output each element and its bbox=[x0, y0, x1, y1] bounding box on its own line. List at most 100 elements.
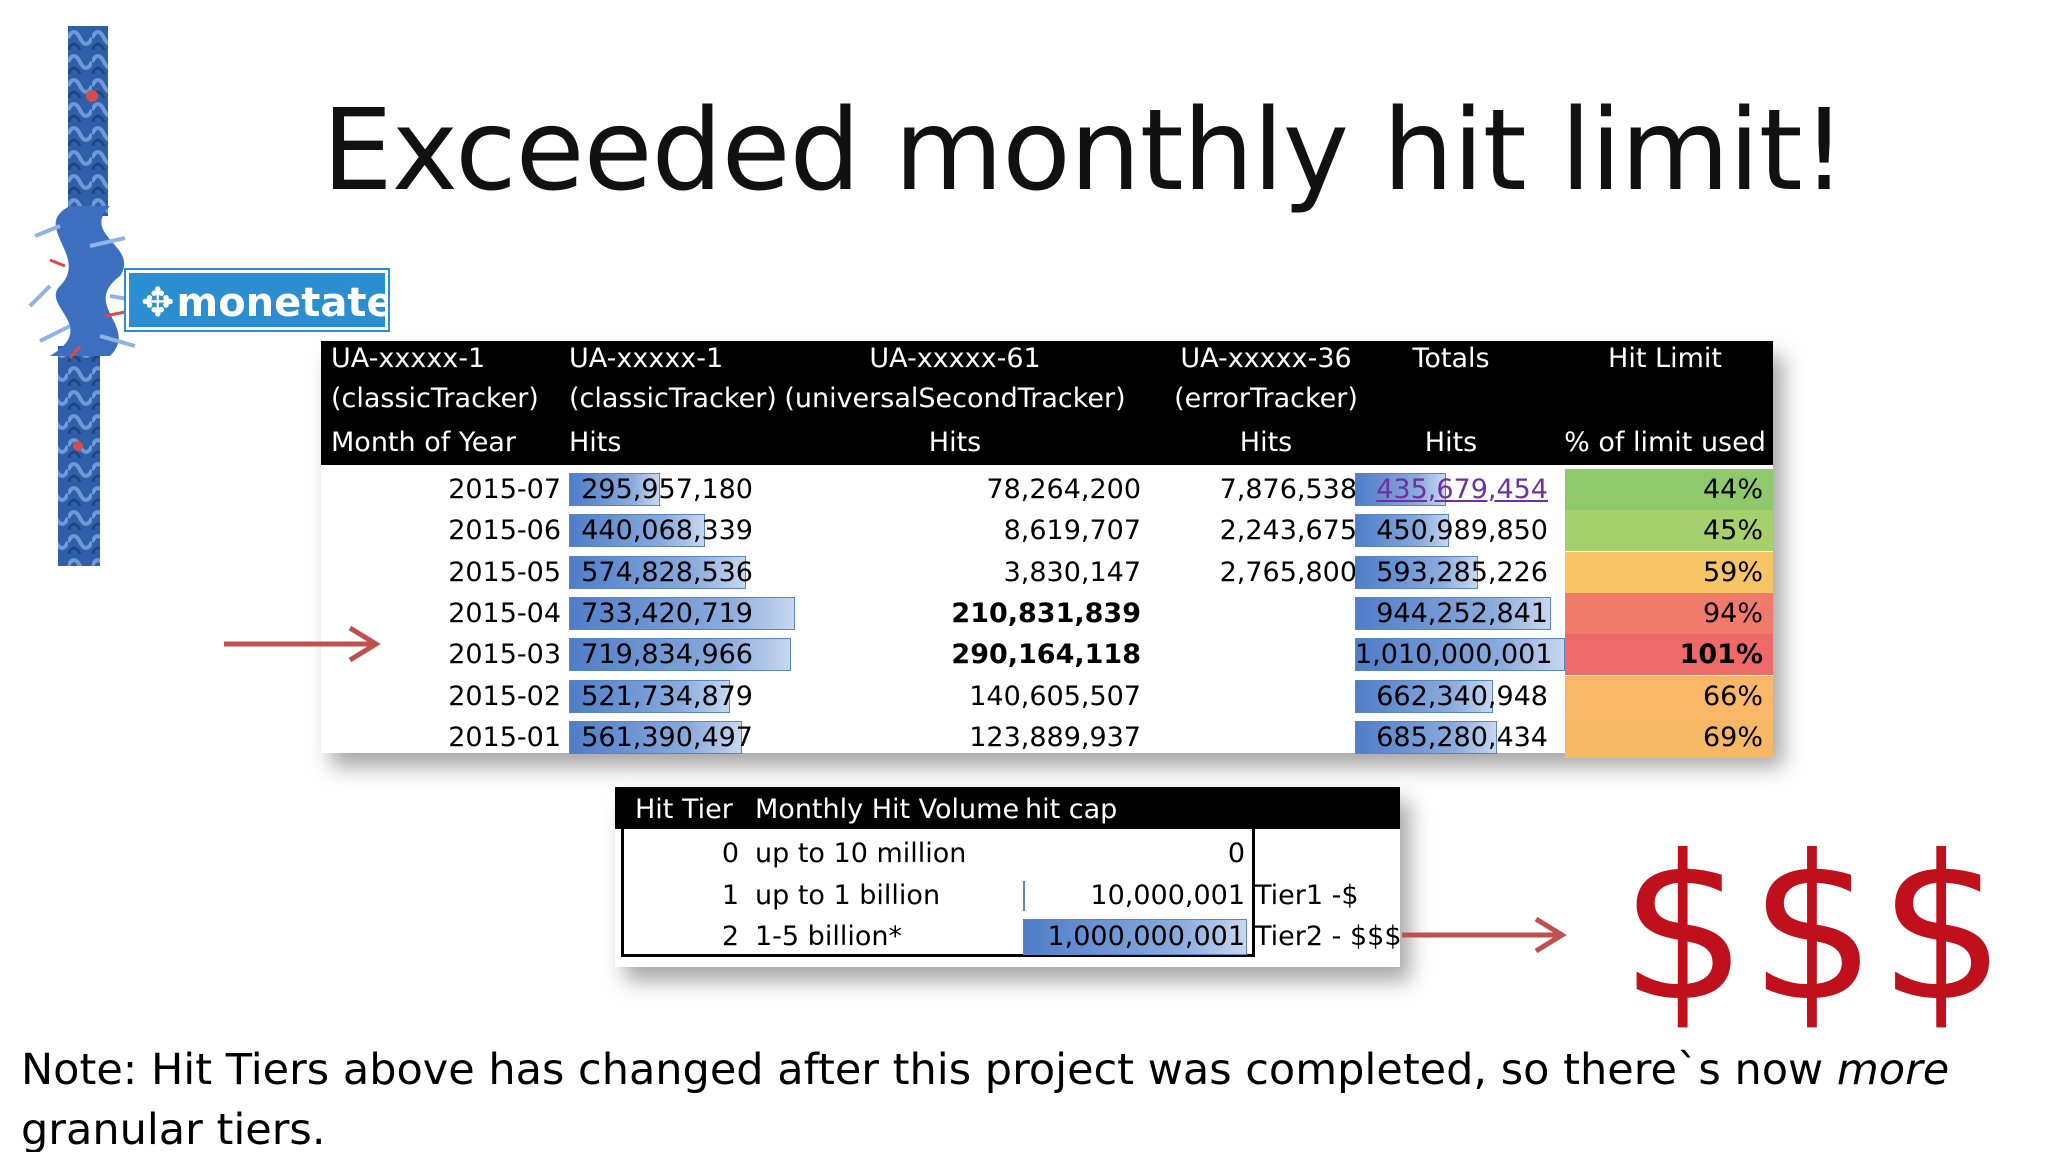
error-hits-cell: 2,765,800 bbox=[1219, 556, 1357, 588]
total-hits-cell: 662,340,948 bbox=[1355, 676, 1548, 717]
classic-hits-value: 561,390,497 bbox=[581, 721, 753, 753]
month-cell: 2015-06 bbox=[448, 515, 561, 547]
classic-hits-cell: 295,957,180 bbox=[569, 469, 753, 510]
classic-hits-value: 521,734,879 bbox=[581, 680, 753, 712]
arrow-right-icon bbox=[1402, 916, 1567, 954]
tier-volume: up to 10 million bbox=[755, 838, 967, 869]
data-bar bbox=[1355, 679, 1493, 713]
limit-used-cell: 59% bbox=[1565, 551, 1773, 593]
universal-hits-cell: 3,830,147 bbox=[1003, 556, 1141, 588]
hits-table-header: UA-xxxxx-1 (classicTracker) Month of Year U… bbox=[321, 341, 1773, 465]
column-header-line: Hits bbox=[928, 427, 982, 458]
note-text-after: granular tiers. bbox=[21, 1105, 326, 1152]
tier-row: 2 1-5 billion* 1,000,000,001 Tier2 - $$$ bbox=[615, 916, 1402, 957]
table-row: 2015-03 719,834,966 290,164,118 1,010,000,0… bbox=[321, 634, 1773, 676]
total-hits-value: 662,340,948 bbox=[1376, 680, 1548, 712]
classic-hits-value: 719,834,966 bbox=[581, 639, 753, 671]
error-hits-cell: 2,243,675 bbox=[1219, 515, 1357, 547]
month-cell: 2015-05 bbox=[448, 556, 561, 588]
month-cell: 2015-03 bbox=[448, 639, 561, 671]
tier-row: 1 up to 1 billion 10,000,001 Tier1 -$ bbox=[615, 875, 1400, 916]
classic-hits-cell: 574,828,536 bbox=[569, 552, 753, 593]
universal-hits-cell: 78,264,200 bbox=[986, 474, 1141, 505]
column-header: UA-xxxxx-1 (classicTracker) Month of Year bbox=[325, 341, 557, 465]
tier-row: 0 up to 10 million 0 bbox=[615, 833, 1400, 874]
tier-volume: up to 1 billion bbox=[755, 879, 941, 911]
month-cell: 2015-02 bbox=[448, 680, 561, 712]
total-hits-value: 593,285,226 bbox=[1376, 556, 1548, 588]
monetate-logo: ✥monetate® bbox=[124, 268, 406, 332]
classic-hits-cell: 733,420,719 bbox=[569, 593, 795, 634]
data-bar bbox=[1023, 919, 1247, 955]
dollar-signs: $$$ bbox=[1620, 813, 2008, 1046]
table-row: 2015-06 440,068,339 8,619,707 2,243,675 450,… bbox=[321, 510, 1773, 552]
total-hits-value: 944,252,841 bbox=[1376, 597, 1548, 629]
column-header: UA-xxxxx-1 (classicTracker) Hits bbox=[569, 341, 777, 465]
registered-mark: ® bbox=[393, 296, 406, 310]
column-header-line: Totals bbox=[1412, 343, 1490, 374]
hit-tier-table: Hit Tier Monthly Hit Volume hit cap 0 up … bbox=[615, 787, 1402, 967]
universal-hits-cell: 290,164,118 bbox=[951, 639, 1141, 671]
tier-cap: 10,000,001 bbox=[1090, 879, 1245, 911]
puzzle-icon: ✥ bbox=[141, 280, 175, 326]
arrow-right-icon bbox=[224, 625, 381, 663]
column-header-line: Hits bbox=[1239, 427, 1293, 458]
slide-title: Exceeded monthly hit limit! bbox=[322, 86, 1847, 216]
note-text-emphasis: more bbox=[1836, 1045, 1950, 1095]
classic-hits-cell: 440,068,339 bbox=[569, 510, 753, 551]
column-header: Hit Limit % of limit used bbox=[1561, 341, 1769, 465]
data-bar bbox=[569, 638, 791, 672]
classic-hits-cell: 521,734,879 bbox=[569, 676, 753, 717]
error-hits-cell bbox=[1181, 717, 1357, 758]
tier-label: Tier2 - $$$ bbox=[1255, 921, 1402, 952]
header-hit-cap: hit cap bbox=[1025, 794, 1118, 825]
column-header-line: (classicTracker) bbox=[331, 383, 539, 414]
classic-hits-cell: 719,834,966 bbox=[569, 634, 791, 675]
column-header-line: UA-xxxxx-1 bbox=[331, 343, 486, 374]
classic-hits-value: 440,068,339 bbox=[581, 515, 753, 547]
hit-tier-border bbox=[621, 829, 1255, 957]
total-hits-cell: 435,679,454 bbox=[1355, 469, 1548, 510]
month-cell: 2015-07 bbox=[448, 474, 561, 505]
error-hits-cell bbox=[1181, 634, 1357, 675]
column-header-line: (errorTracker) bbox=[1174, 383, 1358, 414]
universal-hits-cell: 140,605,507 bbox=[969, 680, 1141, 712]
column-header-line: UA-xxxxx-61 bbox=[869, 343, 1041, 374]
total-hits-cell: 1,010,000,001 bbox=[1355, 634, 1565, 675]
universal-hits-cell: 210,831,839 bbox=[951, 597, 1141, 629]
data-bar bbox=[1355, 720, 1497, 754]
classic-hits-value: 733,420,719 bbox=[581, 597, 753, 629]
hit-tier-header: Hit Tier Monthly Hit Volume hit cap bbox=[615, 787, 1400, 829]
header-monthly-hit-volume: Monthly Hit Volume bbox=[755, 794, 1020, 825]
limit-used-cell: 94% bbox=[1565, 592, 1773, 634]
column-header-line: (classicTracker) bbox=[569, 383, 777, 414]
data-bar bbox=[1355, 638, 1565, 672]
column-header: UA-xxxxx-36 (errorTracker) Hits bbox=[1151, 341, 1381, 465]
tier-label: Tier1 -$ bbox=[1255, 879, 1359, 911]
column-header-line: % of limit used bbox=[1564, 427, 1766, 458]
data-bar bbox=[569, 514, 705, 548]
table-row: 2015-07 295,957,180 78,264,200 7,876,538 435… bbox=[321, 469, 1773, 510]
classic-hits-cell: 561,390,497 bbox=[569, 717, 753, 758]
data-bar bbox=[569, 555, 746, 589]
footnote: Note: Hit Tiers above has changed after … bbox=[21, 1040, 2001, 1152]
total-hits-value: 435,679,454 bbox=[1376, 474, 1548, 505]
hits-table: UA-xxxxx-1 (classicTracker) Month of Year U… bbox=[321, 341, 1773, 758]
column-header-line: Hit Limit bbox=[1608, 343, 1722, 374]
tier-number: 1 bbox=[721, 879, 739, 911]
note-text-before: Note: Hit Tiers above has changed after … bbox=[21, 1045, 1837, 1095]
limit-used-cell: 69% bbox=[1565, 716, 1773, 758]
logo-text: monetate bbox=[176, 280, 394, 326]
column-header-line: UA-xxxxx-1 bbox=[569, 343, 724, 374]
tier-number: 2 bbox=[721, 921, 739, 952]
classic-hits-value: 574,828,536 bbox=[581, 556, 753, 588]
column-header-line: Hits bbox=[569, 427, 622, 458]
data-bar bbox=[1355, 514, 1449, 548]
data-bar bbox=[1355, 473, 1446, 506]
month-cell: 2015-01 bbox=[448, 721, 561, 753]
limit-used-cell: 45% bbox=[1565, 510, 1773, 552]
universal-hits-cell: 123,889,937 bbox=[969, 721, 1141, 753]
header-hit-tier: Hit Tier bbox=[635, 794, 733, 825]
error-hits-cell bbox=[1181, 676, 1357, 717]
column-header-line: (universalSecondTracker) bbox=[784, 383, 1126, 414]
